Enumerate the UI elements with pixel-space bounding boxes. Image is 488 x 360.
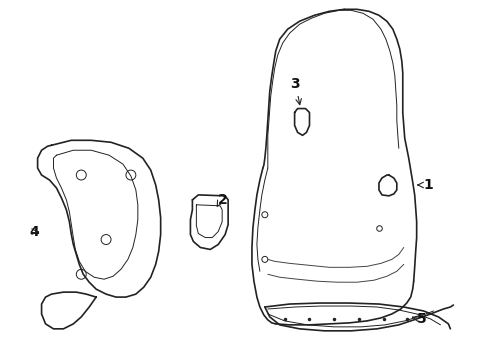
Text: 2: 2: [218, 193, 227, 207]
Text: 4: 4: [30, 225, 40, 239]
Text: 1: 1: [423, 178, 432, 192]
Text: 5: 5: [416, 312, 426, 326]
Text: 3: 3: [289, 77, 299, 91]
